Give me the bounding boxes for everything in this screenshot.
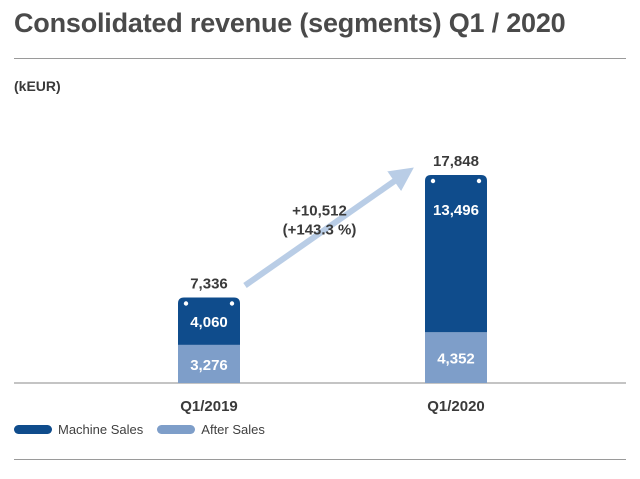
bar-dot-left: [430, 178, 436, 184]
bar-dot-right: [229, 301, 235, 306]
x-tick-label: Q1/2020: [427, 398, 485, 415]
total-label: 17,848: [433, 153, 479, 170]
bar-dot-left: [183, 301, 189, 306]
legend-label-machine-sales: Machine Sales: [58, 422, 144, 437]
bar-after-sales-q1-2020: [425, 332, 487, 383]
legend-swatch-machine-sales: [14, 425, 52, 434]
legend-item-after-sales: After Sales: [157, 422, 265, 437]
legend-label-after-sales: After Sales: [201, 422, 265, 437]
data-label-after-sales: 4,352: [437, 351, 475, 368]
bar-dot-right: [476, 178, 482, 184]
change-annotation-line: (+143.3 %): [283, 221, 357, 238]
title-divider: [14, 58, 626, 59]
bar-after-sales-q1-2019: [178, 344, 240, 383]
change-annotation-line: +10,512: [292, 202, 347, 219]
legend: Machine Sales After Sales: [14, 422, 265, 437]
total-label: 7,336: [190, 276, 228, 293]
bottom-divider: [14, 459, 626, 460]
unit-label: (kEUR): [14, 78, 61, 94]
data-label-machine-sales: 13,496: [433, 202, 479, 219]
page-title: Consolidated revenue (segments) Q1 / 202…: [14, 8, 566, 38]
legend-item-machine-sales: Machine Sales: [14, 422, 143, 437]
data-label-machine-sales: 4,060: [190, 314, 228, 331]
growth-arrow: [243, 167, 414, 288]
bar-machine-sales-q1-2020: [425, 175, 487, 333]
x-tick-label: Q1/2019: [180, 398, 238, 415]
bar-machine-sales-q1-2019: [178, 297, 240, 345]
legend-swatch-after-sales: [157, 425, 196, 434]
data-label-after-sales: 3,276: [190, 357, 228, 374]
